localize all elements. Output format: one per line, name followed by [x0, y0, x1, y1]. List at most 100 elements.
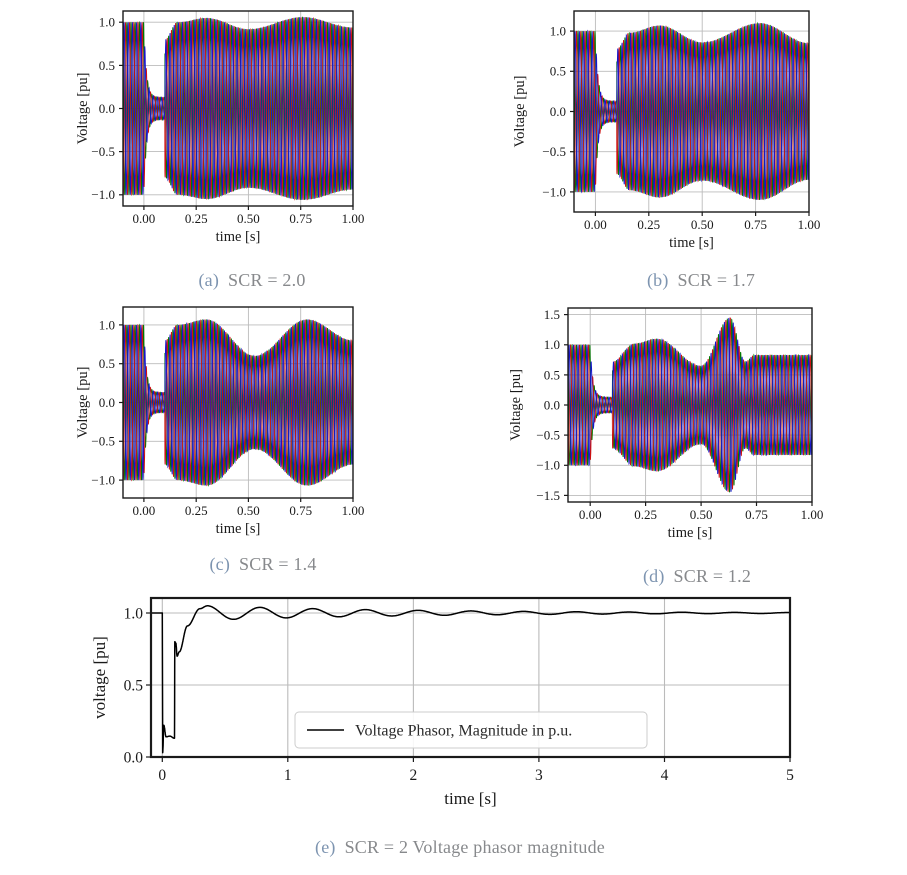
y-axis-label: Voltage [pu] — [512, 76, 528, 148]
subplot-a-caption-text: SCR = 2.0 — [228, 270, 306, 290]
y-tick-label: 0.5 — [124, 677, 144, 694]
legend-box — [294, 711, 648, 749]
x-tick-label: 0.75 — [744, 217, 767, 232]
y-tick-label: −1.5 — [536, 488, 560, 503]
y-tick-label: 0.0 — [99, 395, 115, 410]
y-tick-label: −0.5 — [536, 428, 560, 443]
y-tick-label: 1.0 — [544, 337, 560, 352]
waveform-phase-a — [568, 318, 812, 493]
plot-area-c — [123, 318, 353, 487]
subplot-e-caption: (e) SCR = 2 Voltage phasor magnitude — [315, 837, 605, 858]
x-tick-label: 0.50 — [237, 503, 260, 518]
axes-box — [149, 596, 792, 759]
y-tick-label: 0.0 — [124, 749, 144, 766]
subplot-c-caption-text: SCR = 1.4 — [239, 554, 317, 574]
x-tick-label: 1.00 — [801, 507, 824, 522]
x-tick-label: 2 — [410, 767, 418, 784]
y-axis-label: Voltage [pu] — [508, 369, 524, 441]
legend: Voltage Phasor, Magnitude in p.u. — [294, 711, 648, 749]
y-tick-label: 1.0 — [124, 605, 144, 622]
y-axis-label: Voltage [pu] — [75, 73, 91, 145]
x-tick-label: 1.00 — [342, 211, 365, 226]
y-tick-label: 1.0 — [99, 317, 115, 332]
waveform-phase-b — [568, 316, 812, 492]
y-tick-label: −1.0 — [91, 187, 115, 202]
subplot-d-caption-label: (d) — [642, 566, 665, 586]
subplot-d-caption-text: SCR = 1.2 — [673, 566, 752, 586]
waveform-phase-b — [123, 16, 353, 201]
subplot-e-caption-text: SCR = 2 Voltage phasor magnitude — [344, 837, 605, 857]
y-axis-label: voltage [pu] — [90, 636, 109, 719]
subplot-d-caption: (d) SCR = 1.2 — [643, 566, 751, 587]
waveform-phase-b — [574, 23, 809, 200]
plot-area-d — [568, 316, 812, 493]
subplot-a-caption: (a) SCR = 2.0 — [198, 270, 305, 291]
x-tick-label: 0.00 — [584, 217, 607, 232]
x-axis-label: time [s] — [668, 525, 713, 541]
x-tick-label: 0.00 — [133, 503, 156, 518]
y-tick-label: −1.0 — [542, 184, 566, 199]
x-tick-label: 1.00 — [342, 503, 365, 518]
waveform-phase-c — [574, 23, 809, 200]
x-tick-label: 0.50 — [690, 507, 713, 522]
subplot-b-caption: (b) SCR = 1.7 — [647, 270, 755, 291]
y-tick-label: −1.0 — [536, 458, 560, 473]
y-tick-label: 0.0 — [99, 101, 115, 116]
subplot-c: 0.00 0.25 0.50 0.75 1.00 −1.0 −0.5 0.0 0.5 1.0 tim… — [75, 306, 365, 537]
subplot-b-caption-label: (b) — [646, 270, 669, 290]
plot-area-e — [151, 605, 790, 754]
subplot-e: 0 1 2 3 4 5 0.0 0.5 1.0 time [s] voltage [pu] Volta… — [90, 596, 794, 808]
waveform-phase-c — [123, 17, 353, 200]
x-tick-label: 0.75 — [289, 503, 312, 518]
y-tick-label: −0.5 — [91, 434, 115, 449]
x-tick-label: 0.25 — [634, 507, 657, 522]
subplot-a: 0.00 0.25 0.50 0.75 1.00 −1.0 −0.5 0.0 0.5 1.0 tim… — [75, 10, 365, 245]
x-tick-label: 0.75 — [289, 211, 312, 226]
waveform-phase-a — [123, 318, 353, 487]
subplot-a-caption-label: (a) — [198, 270, 220, 290]
x-tick-label: 5 — [786, 767, 794, 784]
plot-area-b — [574, 21, 809, 201]
subplot-e-caption-label: (e) — [315, 837, 336, 857]
y-tick-label: 0.5 — [99, 356, 115, 371]
y-tick-label: −1.0 — [91, 473, 115, 488]
y-tick-label: 0.5 — [550, 64, 566, 79]
x-tick-label: 0.00 — [133, 211, 156, 226]
x-tick-label: 1.00 — [798, 217, 821, 232]
y-tick-label: 0.0 — [550, 104, 566, 119]
y-axis-label: Voltage [pu] — [75, 367, 91, 439]
x-axis-label: time [s] — [216, 521, 261, 537]
x-tick-label: 4 — [661, 767, 669, 784]
waveform-phase-a — [123, 16, 353, 201]
x-tick-label: 0.25 — [637, 217, 660, 232]
x-tick-label: 1 — [284, 767, 292, 784]
y-tick-label: 1.5 — [544, 307, 560, 322]
y-tick-label: −0.5 — [91, 144, 115, 159]
x-tick-label: 0.25 — [185, 503, 208, 518]
x-tick-label: 3 — [535, 767, 543, 784]
y-tick-label: 0.5 — [544, 367, 560, 382]
x-axis-label: time [s] — [216, 229, 261, 245]
waveform-phase-b — [123, 319, 353, 487]
x-tick-label: 0 — [158, 767, 166, 784]
plot-area-a — [123, 16, 353, 201]
x-tick-label: 0.75 — [745, 507, 768, 522]
subplot-c-caption: (c) SCR = 1.4 — [209, 554, 316, 575]
y-tick-label: 0.5 — [99, 58, 115, 73]
x-tick-label: 0.50 — [237, 211, 260, 226]
x-tick-label: 0.00 — [579, 507, 602, 522]
x-tick-label: 0.25 — [185, 211, 208, 226]
y-tick-label: 1.0 — [550, 24, 566, 39]
waveform-phase-a — [574, 21, 809, 201]
subplot-b: 0.00 0.25 0.50 0.75 1.00 −1.0 −0.5 0.0 0.5 1.0 tim… — [512, 10, 821, 251]
x-axis-label: time [s] — [669, 235, 714, 251]
waveform-phase-c — [123, 319, 353, 486]
subplot-d: 0.00 0.25 0.50 0.75 1.00 −1.5 −1.0 −0.5 0.0 0.5 1.… — [508, 307, 823, 541]
legend-label: Voltage Phasor, Magnitude in p.u. — [355, 723, 572, 740]
x-tick-label: 0.50 — [691, 217, 714, 232]
subplot-b-caption-text: SCR = 1.7 — [677, 270, 756, 290]
x-axis-label: time [s] — [444, 789, 496, 808]
y-tick-label: −0.5 — [542, 144, 566, 159]
